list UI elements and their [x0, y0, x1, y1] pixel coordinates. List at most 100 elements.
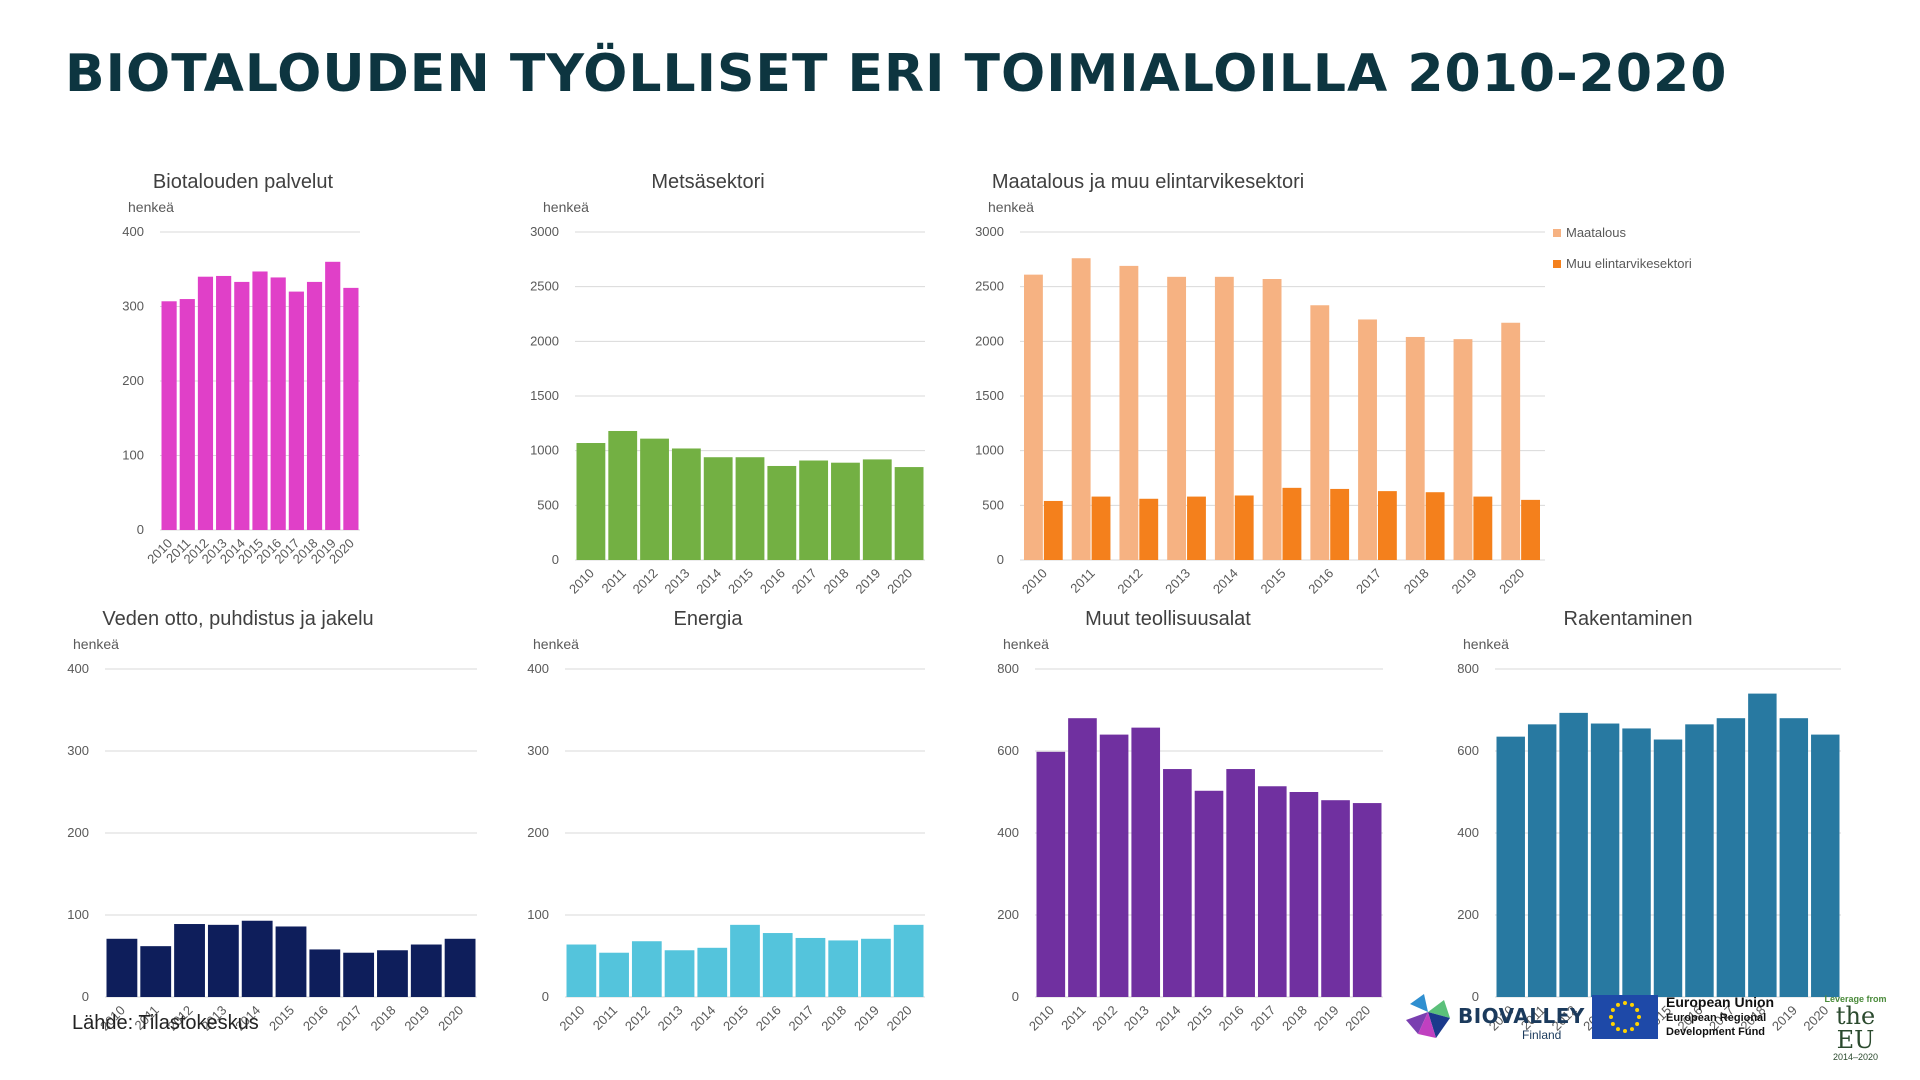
y-tick-label: 100 [122, 448, 144, 463]
bar [828, 940, 859, 997]
bar [576, 443, 606, 560]
legend-label: Maatalous [1566, 225, 1626, 240]
bar [1282, 487, 1302, 560]
legend-swatch [1553, 229, 1561, 237]
bar [1330, 488, 1350, 560]
y-tick-label: 0 [542, 989, 549, 1004]
bar [270, 277, 286, 530]
bar [1310, 305, 1330, 560]
x-tick-label: 2010 [556, 1003, 587, 1034]
bar [106, 938, 138, 997]
y-tick-label: 600 [1457, 743, 1479, 758]
bar [1068, 718, 1097, 997]
bar [275, 926, 307, 997]
y-tick-label: 3000 [975, 224, 1004, 239]
y-axis-label: henkeä [128, 199, 174, 215]
bar [140, 946, 172, 997]
y-tick-label: 1000 [530, 443, 559, 458]
bar [1289, 792, 1319, 997]
x-tick-label: 2015 [1258, 566, 1289, 597]
eu-line-1: European Regional [1666, 1012, 1767, 1024]
y-tick-label: 2500 [530, 279, 559, 294]
y-tick-label: 200 [67, 825, 89, 840]
bar [1811, 734, 1840, 997]
y-tick-label: 400 [997, 825, 1019, 840]
y-tick-label: 500 [982, 497, 1004, 512]
x-tick-label: 2013 [661, 566, 692, 597]
x-tick-label: 2011 [598, 566, 628, 596]
y-tick-label: 3000 [530, 224, 559, 239]
eu-star [1610, 1022, 1615, 1026]
y-tick-label: 400 [122, 224, 144, 239]
eu-star [1635, 1022, 1640, 1026]
eu-logo: European Union European Regional Develop… [1592, 995, 1782, 1043]
legend-swatch [1553, 260, 1561, 268]
y-tick-label: 2000 [530, 333, 559, 348]
biovalley-name: BIOVALLEY [1458, 1004, 1585, 1028]
bar [174, 924, 205, 997]
leverage-top: Leverage from [1824, 994, 1887, 1004]
y-tick-label: 0 [997, 552, 1004, 567]
bar [631, 941, 662, 997]
chart-maatalous: Maatalous ja muu elintarvikesektori henke… [975, 171, 1692, 597]
x-tick-label: 2012 [622, 1003, 653, 1034]
x-tick-label: 2016 [1216, 1003, 1247, 1034]
bar [671, 448, 701, 560]
x-tick-label: 2020 [1342, 1003, 1373, 1034]
chart-title: Veden otto, puhdistus ja jakelu [102, 608, 373, 630]
x-tick-label: 2016 [1305, 566, 1336, 597]
chart-title: Energia [674, 608, 744, 630]
bar [1043, 500, 1063, 560]
y-tick-label: 1500 [530, 388, 559, 403]
chart-title: Biotalouden palvelut [153, 171, 334, 193]
bar [1262, 279, 1282, 560]
bar [1099, 734, 1129, 997]
y-tick-label: 0 [1012, 989, 1019, 1004]
bar [1779, 718, 1809, 997]
eu-title: European Union [1666, 994, 1775, 1010]
bar [1358, 319, 1377, 560]
y-axis-label: henkeä [988, 199, 1034, 215]
y-axis-label: henkeä [1003, 636, 1049, 652]
eu-star [1630, 1027, 1634, 1032]
bar [1036, 751, 1066, 997]
x-tick-label: 2015 [720, 1003, 751, 1034]
y-tick-label: 800 [997, 661, 1019, 676]
x-tick-label: 2013 [655, 1003, 686, 1034]
x-tick-label: 2020 [435, 1003, 466, 1034]
bar [343, 287, 359, 530]
bar [1187, 496, 1206, 560]
y-tick-label: 500 [537, 497, 559, 512]
eu-star [1616, 1027, 1620, 1032]
x-tick-label: 2019 [1311, 1003, 1342, 1034]
x-tick-label: 2014 [687, 1003, 718, 1034]
x-tick-label: 2013 [1121, 1003, 1152, 1034]
y-axis-label: henkeä [1463, 636, 1509, 652]
x-tick-label: 2020 [884, 1003, 915, 1034]
bar [1590, 723, 1620, 997]
x-tick-label: 2011 [1067, 566, 1097, 596]
bar [197, 276, 214, 530]
x-tick-label: 2018 [368, 1003, 399, 1034]
x-tick-label: 2018 [821, 566, 852, 597]
y-tick-label: 200 [527, 825, 549, 840]
x-tick-label: 2010 [1019, 566, 1050, 597]
x-tick-label: 2017 [786, 1003, 817, 1034]
bar [767, 465, 797, 560]
bar [762, 933, 793, 997]
x-tick-label: 2020 [1496, 566, 1527, 597]
bar [1091, 496, 1111, 560]
y-tick-label: 300 [122, 299, 144, 314]
y-tick-label: 100 [527, 907, 549, 922]
eu-text: European Union European Regional Develop… [1666, 995, 1774, 1039]
x-tick-label: 2014 [693, 566, 724, 597]
y-tick-label: 0 [552, 552, 559, 567]
chart-title: Rakentaminen [1564, 608, 1693, 630]
bar [241, 920, 273, 997]
y-tick-label: 2500 [975, 279, 1004, 294]
x-tick-label: 2014 [1152, 1003, 1183, 1034]
y-tick-label: 1000 [975, 443, 1004, 458]
bar [735, 457, 765, 560]
